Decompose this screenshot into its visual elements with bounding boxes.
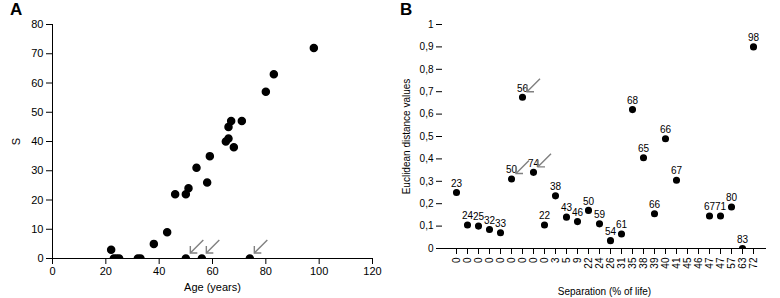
svg-text:38: 38 (550, 181, 562, 192)
svg-text:22: 22 (539, 210, 551, 221)
svg-text:46: 46 (572, 207, 584, 218)
svg-text:0,2: 0,2 (420, 198, 434, 209)
svg-text:31: 31 (616, 257, 627, 269)
svg-text:80: 80 (260, 265, 272, 277)
svg-text:0: 0 (528, 257, 539, 263)
svg-text:25: 25 (473, 211, 485, 222)
svg-text:60: 60 (31, 77, 43, 89)
svg-text:39: 39 (649, 257, 660, 269)
svg-text:S: S (10, 138, 22, 145)
svg-text:80: 80 (726, 192, 738, 203)
svg-text:0: 0 (506, 257, 517, 263)
svg-text:72: 72 (748, 257, 759, 269)
svg-text:38: 38 (638, 257, 649, 269)
svg-text:100: 100 (310, 265, 328, 277)
svg-text:61: 61 (616, 219, 628, 230)
svg-text:1: 1 (428, 19, 434, 30)
svg-text:0,5: 0,5 (420, 131, 434, 142)
svg-text:Separation (% of life): Separation (% of life) (558, 286, 651, 297)
svg-text:83: 83 (737, 234, 749, 245)
svg-text:23: 23 (451, 178, 463, 189)
svg-text:59: 59 (594, 209, 606, 220)
svg-text:35: 35 (627, 257, 638, 269)
html-text:B: B (400, 0, 413, 19)
svg-text:50: 50 (583, 196, 595, 207)
svg-text:67: 67 (704, 201, 716, 212)
svg-text:0,9: 0,9 (420, 41, 434, 52)
svg-text:0,7: 0,7 (420, 86, 434, 97)
svg-text:40: 40 (31, 135, 43, 147)
svg-text:9: 9 (572, 257, 583, 263)
svg-text:3: 3 (550, 257, 561, 263)
svg-text:45: 45 (682, 257, 693, 269)
svg-text:0: 0 (517, 257, 528, 263)
svg-text:0: 0 (539, 257, 550, 263)
svg-text:20: 20 (31, 194, 43, 206)
svg-text:40: 40 (660, 257, 671, 269)
svg-text:57: 57 (726, 257, 737, 269)
svg-text:0: 0 (37, 252, 43, 264)
svg-text:70: 70 (31, 47, 43, 59)
svg-text:20: 20 (100, 265, 112, 277)
svg-text:43: 43 (561, 202, 573, 213)
svg-text:120: 120 (363, 265, 381, 277)
svg-text:0,4: 0,4 (420, 153, 434, 164)
svg-text:22: 22 (583, 257, 594, 269)
svg-text:0,1: 0,1 (420, 220, 434, 231)
svg-text:41: 41 (671, 257, 682, 269)
svg-text:50: 50 (505, 164, 518, 176)
svg-text:68: 68 (627, 95, 639, 106)
svg-text:0: 0 (495, 257, 506, 263)
svg-text:67: 67 (671, 165, 683, 176)
svg-text:46: 46 (693, 257, 704, 269)
svg-text:66: 66 (649, 199, 661, 210)
svg-text:0: 0 (473, 257, 484, 263)
svg-text:60: 60 (206, 265, 218, 277)
svg-text:56: 56 (516, 82, 529, 94)
svg-text:0,6: 0,6 (420, 108, 434, 119)
svg-text:80: 80 (31, 18, 43, 30)
svg-text:0: 0 (451, 257, 462, 263)
svg-text:0: 0 (428, 243, 434, 254)
svg-text:0,8: 0,8 (420, 64, 434, 75)
svg-text:0: 0 (462, 257, 473, 263)
svg-text:71: 71 (715, 201, 727, 212)
svg-text:0: 0 (484, 257, 495, 263)
svg-text:0: 0 (49, 265, 55, 277)
svg-text:10: 10 (31, 223, 43, 235)
svg-text:24: 24 (594, 257, 605, 269)
svg-text:0,3: 0,3 (420, 176, 434, 187)
svg-text:98: 98 (748, 32, 760, 43)
svg-text:32: 32 (484, 215, 496, 226)
svg-text:65: 65 (638, 143, 650, 154)
svg-text:66: 66 (660, 124, 672, 135)
svg-text:47: 47 (715, 257, 726, 269)
svg-text:Euclidean distance values: Euclidean distance values (401, 79, 412, 195)
svg-text:47: 47 (704, 257, 715, 269)
svg-text:Age (years): Age (years) (184, 281, 241, 293)
svg-text:63: 63 (737, 257, 748, 269)
svg-text:74: 74 (527, 157, 540, 169)
svg-text:50: 50 (31, 106, 43, 118)
svg-text:40: 40 (153, 265, 165, 277)
svg-text:24: 24 (462, 210, 474, 221)
svg-text:26: 26 (605, 257, 616, 269)
svg-text:54: 54 (605, 226, 617, 237)
html-text:A: A (10, 0, 23, 19)
svg-text:30: 30 (31, 164, 43, 176)
svg-text:5: 5 (561, 257, 572, 263)
svg-text:33: 33 (495, 218, 507, 229)
